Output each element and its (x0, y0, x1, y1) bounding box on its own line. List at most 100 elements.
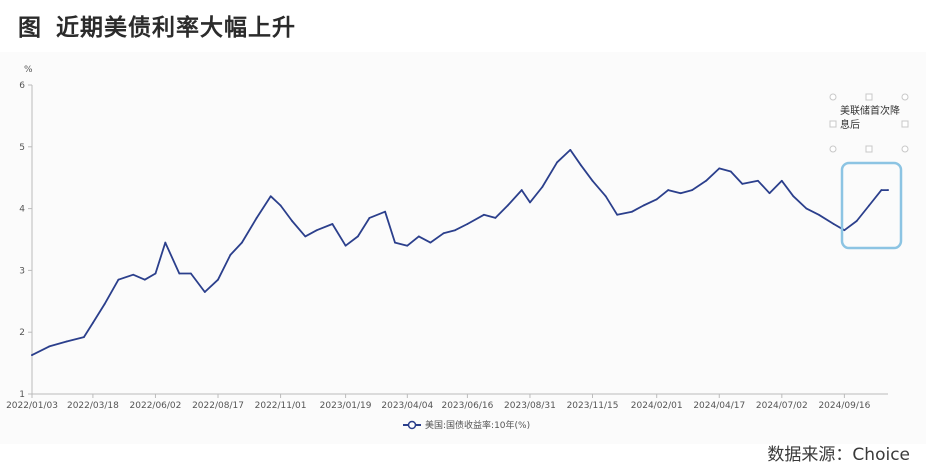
data-point (82, 336, 85, 339)
source-note: 数据来源：Choice (767, 445, 910, 465)
data-point (718, 167, 721, 170)
data-point (291, 220, 293, 222)
figure-title-text: 近期美债利率大幅上升 (56, 15, 296, 41)
data-point (65, 340, 68, 343)
y-axis-unit-label: % (24, 65, 33, 75)
data-point (569, 148, 572, 151)
data-point (48, 345, 51, 348)
data-point (279, 204, 282, 207)
data-point (384, 210, 386, 213)
data-point (604, 195, 607, 198)
data-point (189, 272, 192, 275)
annotation-handles (829, 93, 909, 153)
data-point (164, 241, 167, 244)
x-tick-label: 2023/01/19 (320, 401, 372, 411)
data-point (792, 195, 795, 198)
x-tick-label: 2022/03/18 (67, 401, 119, 411)
data-point (741, 182, 744, 185)
data-point (344, 244, 347, 247)
x-tick-label: 2024/07/02 (756, 401, 808, 411)
data-point (805, 207, 808, 210)
data-point (31, 354, 33, 356)
data-point (768, 192, 771, 195)
selection-handle-icon (901, 93, 909, 101)
data-point (482, 213, 485, 216)
annotation-text-line-1: 美联储首次降 (840, 104, 900, 117)
x-tick-label: 2023/04/04 (381, 401, 433, 411)
data-point (780, 179, 783, 182)
data-point (705, 179, 707, 182)
data-point (154, 272, 157, 275)
data-point (556, 161, 559, 164)
legend-label: 美国:国债收益率:10年(%) (425, 419, 530, 431)
annotation-text-line-2: 息后 (840, 118, 860, 131)
x-tick-label: 2023/11/15 (567, 401, 619, 411)
y-axis-ticks: 1 2 3 4 5 6 (19, 81, 32, 400)
data-point (580, 164, 582, 167)
data-point (757, 179, 759, 182)
y-tick-label: 3 (19, 266, 25, 276)
data-point (132, 273, 135, 276)
data-point (229, 254, 232, 256)
data-point (868, 204, 870, 207)
data-point (679, 192, 682, 195)
data-point (357, 235, 359, 238)
data-point (832, 223, 835, 225)
x-tick-label: 2024/04/17 (693, 401, 745, 411)
data-point (429, 241, 432, 244)
x-tick-label: 2023/06/16 (441, 401, 493, 411)
y-tick-label: 5 (19, 143, 25, 153)
selection-handle-icon (829, 145, 837, 153)
data-point (442, 232, 445, 235)
y-tick-label: 6 (19, 81, 25, 91)
data-point (667, 189, 670, 191)
data-point (642, 204, 645, 207)
selection-handle-icon (865, 93, 873, 101)
x-tick-label: 2022/08/17 (192, 401, 244, 411)
data-point (655, 198, 658, 201)
data-point (331, 223, 334, 225)
data-point (406, 244, 409, 247)
data-point (143, 278, 146, 281)
data-point (178, 272, 181, 275)
data-point (729, 170, 732, 173)
selection-handle-icon (901, 120, 909, 128)
data-point (520, 189, 523, 191)
selection-handle-icon (865, 145, 873, 153)
data-point (103, 303, 106, 306)
data-point (494, 216, 497, 219)
y-tick-label: 2 (19, 328, 25, 338)
data-point (454, 229, 456, 232)
data-point (315, 229, 318, 232)
y-tick-label: 1 (19, 390, 25, 400)
data-point (529, 201, 531, 204)
data-point (217, 278, 219, 281)
x-tick-label: 2022/01/03 (6, 401, 58, 411)
data-point (880, 189, 883, 191)
data-point (394, 241, 396, 244)
data-point (466, 223, 469, 225)
selection-handle-icon (829, 120, 837, 128)
series-line (31, 149, 889, 357)
data-point (417, 235, 420, 238)
data-point (541, 186, 544, 188)
data-point (887, 189, 889, 191)
legend-marker-icon (407, 420, 417, 430)
data-point (616, 213, 619, 216)
data-point (92, 322, 94, 324)
data-point (304, 235, 307, 238)
x-axis-ticks: 2022/01/03 2022/03/18 2022/06/02 2022/08/17… (6, 394, 871, 411)
data-point (203, 291, 206, 293)
data-point (117, 278, 120, 281)
x-tick-label: 2024/09/16 (818, 401, 870, 411)
x-tick-label: 2024/02/01 (631, 401, 683, 411)
data-point (368, 216, 371, 219)
data-point (240, 241, 243, 244)
x-tick-label: 2022/11/01 (255, 401, 307, 411)
y-tick-label: 4 (19, 205, 25, 215)
highlight-box (840, 161, 903, 250)
data-point (269, 195, 272, 198)
data-point (691, 189, 694, 191)
figure-title: 图近期美债利率大幅上升 (18, 8, 296, 42)
